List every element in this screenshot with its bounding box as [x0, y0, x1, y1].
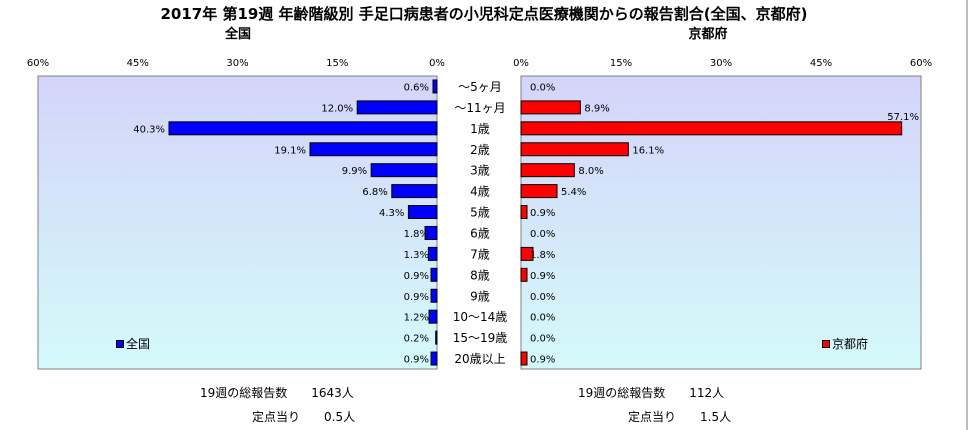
kyoto-data-label: 0.0% [530, 229, 555, 240]
legend-national: 全国 [116, 335, 150, 352]
legend-national-label: 全国 [126, 337, 151, 351]
kyoto-bar [520, 246, 534, 261]
kyoto-x-tick-label: 15% [610, 58, 632, 69]
national-x-tick-label: 60% [27, 58, 49, 69]
kyoto-bar [520, 184, 558, 199]
national-data-label: 0.9% [404, 271, 429, 282]
national-bar [309, 142, 438, 157]
age-category-label: 10～14歳 [453, 310, 508, 324]
age-category-label: 1歳 [470, 122, 490, 136]
kyoto-data-label: 1.8% [530, 250, 555, 261]
national-bar [391, 184, 438, 199]
national-data-label: 0.9% [404, 292, 429, 303]
age-category-label: 2歳 [470, 143, 490, 157]
kyoto-bar [520, 351, 528, 366]
kyoto-data-label: 0.0% [530, 313, 555, 324]
national-total-reports: 19週の総報告数 1643人 [200, 386, 354, 400]
national-data-label: 0.2% [404, 334, 429, 345]
age-category-label: 8歳 [470, 268, 490, 282]
national-data-label: 12.0% [321, 103, 353, 114]
national-bar [356, 100, 438, 115]
national-bar [168, 121, 438, 136]
national-data-label: 1.8% [404, 229, 429, 240]
national-bar [430, 351, 438, 366]
national-data-label: 6.8% [362, 187, 387, 198]
national-plot-area [37, 75, 438, 370]
national-bar [430, 267, 438, 282]
age-category-label: 5歳 [470, 206, 490, 220]
kyoto-data-label: 57.1% [887, 112, 919, 123]
kyoto-data-label: 8.0% [578, 166, 603, 177]
national-bar [370, 163, 438, 178]
national-data-label: 9.9% [342, 166, 367, 177]
kyoto-panel-title: 京都府 [688, 26, 727, 42]
kyoto-plot-area [520, 75, 922, 370]
kyoto-x-tick-label: 30% [710, 58, 732, 69]
legend-kyoto-swatch [822, 339, 830, 348]
national-data-label: 1.3% [404, 250, 429, 261]
chart-title: 2017年 第19週 年齢階級別 手足口病患者の小児科定点医療機関からの報告割合… [160, 5, 807, 23]
national-data-label: 19.1% [274, 145, 306, 156]
national-bar [432, 79, 438, 94]
national-bar [430, 288, 438, 303]
age-category-label: 9歳 [470, 289, 490, 303]
kyoto-bar [520, 267, 528, 282]
national-bar [407, 205, 438, 220]
kyoto-data-label: 0.0% [530, 82, 555, 93]
national-x-tick-label: 30% [226, 58, 248, 69]
age-category-label: ～11ヶ月 [454, 101, 505, 115]
kyoto-data-label: 16.1% [632, 145, 664, 156]
national-per-sentinel: 定点当り 0.5人 [252, 410, 356, 424]
national-x-tick-label: 0% [429, 58, 445, 69]
national-data-label: 40.3% [133, 124, 165, 135]
kyoto-data-label: 8.9% [584, 103, 609, 114]
national-data-label: 1.2% [404, 313, 429, 324]
legend-national-swatch [116, 339, 124, 348]
kyoto-x-tick-label: 45% [810, 58, 832, 69]
age-category-label: 6歳 [470, 226, 490, 240]
kyoto-data-label: 0.9% [530, 355, 555, 366]
kyoto-bar [520, 121, 903, 136]
kyoto-bar [520, 205, 528, 220]
age-category-label: 15～19歳 [453, 331, 508, 345]
kyoto-x-tick-label: 0% [513, 58, 529, 69]
age-category-label: 4歳 [470, 185, 490, 199]
kyoto-data-label: 0.0% [530, 292, 555, 303]
kyoto-bar [520, 142, 629, 157]
national-x-tick-label: 15% [326, 58, 348, 69]
kyoto-bar [520, 163, 575, 178]
age-category-label: 7歳 [470, 247, 490, 261]
age-category-label: 20歳以上 [454, 352, 505, 366]
kyoto-x-tick-label: 60% [910, 58, 932, 69]
kyoto-per-sentinel: 定点当り 1.5人 [628, 410, 732, 424]
national-panel-title: 全国 [224, 26, 251, 42]
national-data-label: 4.3% [379, 208, 404, 219]
national-x-tick-label: 45% [127, 58, 149, 69]
kyoto-data-label: 0.9% [530, 208, 555, 219]
legend-kyoto: 京都府 [822, 335, 868, 352]
national-data-label: 0.6% [404, 82, 429, 93]
kyoto-total-reports: 19週の総報告数 112人 [578, 386, 725, 400]
national-bar [428, 309, 438, 324]
age-category-label: ～5ヶ月 [458, 80, 502, 94]
national-bar [435, 330, 438, 345]
kyoto-bar [520, 100, 581, 115]
national-bar [424, 225, 438, 240]
kyoto-data-label: 5.4% [561, 187, 586, 198]
national-bar [427, 246, 438, 261]
kyoto-data-label: 0.9% [530, 271, 555, 282]
legend-kyoto-label: 京都府 [832, 337, 869, 351]
national-data-label: 0.9% [404, 355, 429, 366]
age-category-label: 3歳 [470, 164, 490, 178]
kyoto-data-label: 0.0% [530, 334, 555, 345]
